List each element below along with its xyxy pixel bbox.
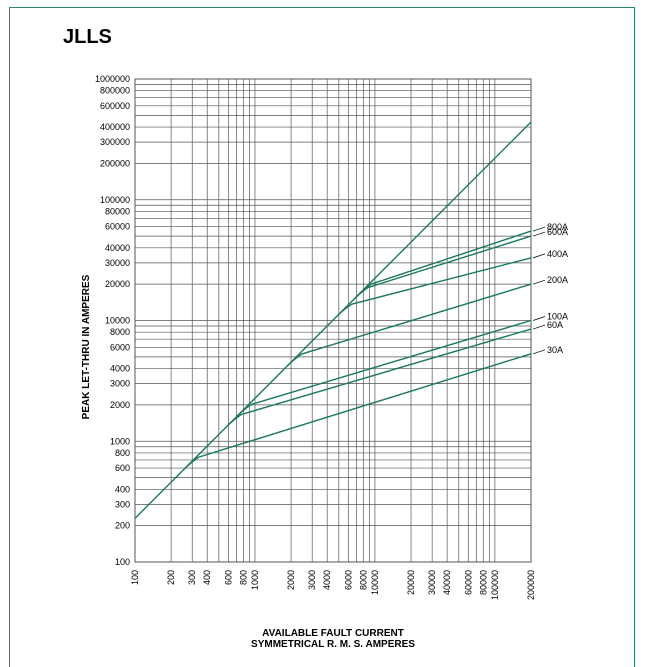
y-tick-label: 600000 — [100, 101, 130, 111]
series-line-60a — [226, 328, 532, 427]
series-leader-100a — [532, 316, 546, 321]
x-tick-label: 4000 — [322, 570, 332, 590]
series-label-30a: 30A — [547, 345, 563, 355]
y-tick-label: 300000 — [100, 137, 130, 147]
x-tick-label: 3000 — [307, 570, 317, 590]
y-tick-label: 2000 — [110, 400, 130, 410]
x-tick-label: 30000 — [427, 570, 437, 595]
x-tick-label: 10000 — [370, 570, 380, 595]
y-tick-label: 600 — [115, 463, 130, 473]
plot-border — [134, 78, 532, 563]
y-tick-label: 800000 — [100, 86, 130, 96]
y-tick-label: 100 — [115, 557, 130, 567]
series-line-200a — [287, 283, 532, 367]
x-tick-label: 40000 — [442, 570, 452, 595]
x-tick-label: 20000 — [406, 570, 416, 595]
series-leader-600a — [532, 231, 546, 237]
x-tick-label: 1000 — [250, 570, 260, 590]
y-tick-label: 4000 — [110, 364, 130, 374]
y-tick-label: 10000 — [105, 316, 130, 326]
y-tick-label: 100000 — [100, 195, 130, 205]
y-tick-label: 400 — [115, 484, 130, 494]
y-tick-label: 80000 — [105, 206, 130, 216]
series-leader-800a — [532, 226, 546, 232]
reference-line — [134, 121, 532, 519]
x-tick-label: 2000 — [286, 570, 296, 590]
y-tick-label: 8000 — [110, 327, 130, 337]
x-tick-label: 400 — [202, 570, 212, 585]
series-line-30a — [183, 353, 532, 470]
x-tick-label: 600 — [223, 570, 233, 585]
x-tick-labels: 100 200 300 400 600 800 1000 2000 3000 4000 6000 80… — [130, 570, 536, 600]
y-tick-label: 200000 — [100, 158, 130, 168]
series-label-400a: 400A — [547, 249, 568, 259]
series-label-200a: 200A — [547, 275, 568, 285]
y-tick-label: 40000 — [105, 243, 130, 253]
x-tick-label: 100000 — [490, 570, 500, 600]
x-tick-label: 6000 — [343, 570, 353, 590]
series-line-400a — [337, 257, 532, 316]
y-tick-labels: 100 200 300 400 600 800 1000 2000 3000 4000 6000 80… — [95, 74, 130, 567]
x-axis-label-line2: SYMMETRICAL R. M. S. AMPERES — [251, 639, 415, 650]
series-leader-400a — [532, 253, 546, 259]
x-tick-label: 300 — [187, 570, 197, 585]
series-label-800a: 800A — [547, 222, 568, 232]
x-tick-label: 800 — [238, 570, 248, 585]
y-axis-label: PEAK LET-THRU IN AMPERES — [81, 274, 92, 420]
chart-title: JLLS — [63, 26, 112, 48]
x-tick-label: 8000 — [358, 570, 368, 590]
y-tick-label: 30000 — [105, 258, 130, 268]
x-tick-label: 100 — [130, 570, 140, 585]
y-tick-label: 1000000 — [95, 74, 130, 84]
series-label-600a: 600A — [547, 227, 568, 237]
series-line-100a — [236, 319, 532, 417]
y-tick-label: 800 — [115, 448, 130, 458]
x-tick-label: 200 — [166, 570, 176, 585]
series-leader-30a — [532, 349, 546, 355]
x-tick-label: 60000 — [463, 570, 473, 595]
series-line-600a — [353, 235, 532, 300]
chart-frame — [9, 7, 635, 667]
y-tick-label: 20000 — [105, 279, 130, 289]
x-tick-label: 200000 — [526, 570, 536, 600]
series-label-100a: 100A — [547, 312, 568, 322]
x-axis-label-line1: AVAILABLE FAULT CURRENT — [262, 628, 404, 639]
series-label-60a: 60A — [547, 320, 563, 330]
y-tick-label: 3000 — [110, 379, 130, 389]
x-axis-label: AVAILABLE FAULT CURRENT SYMMETRICAL R. M… — [133, 628, 533, 650]
x-tick-label: 80000 — [478, 570, 488, 595]
series-lines — [134, 121, 532, 519]
y-tick-label: 300 — [115, 499, 130, 509]
series-leader-60a — [532, 324, 546, 330]
y-tick-label: 400000 — [100, 122, 130, 132]
y-tick-label: 60000 — [105, 222, 130, 232]
y-tick-label: 6000 — [110, 342, 130, 352]
y-tick-label: 200 — [115, 521, 130, 531]
y-tick-label: 1000 — [110, 436, 130, 446]
series-leader-200a — [532, 279, 546, 285]
